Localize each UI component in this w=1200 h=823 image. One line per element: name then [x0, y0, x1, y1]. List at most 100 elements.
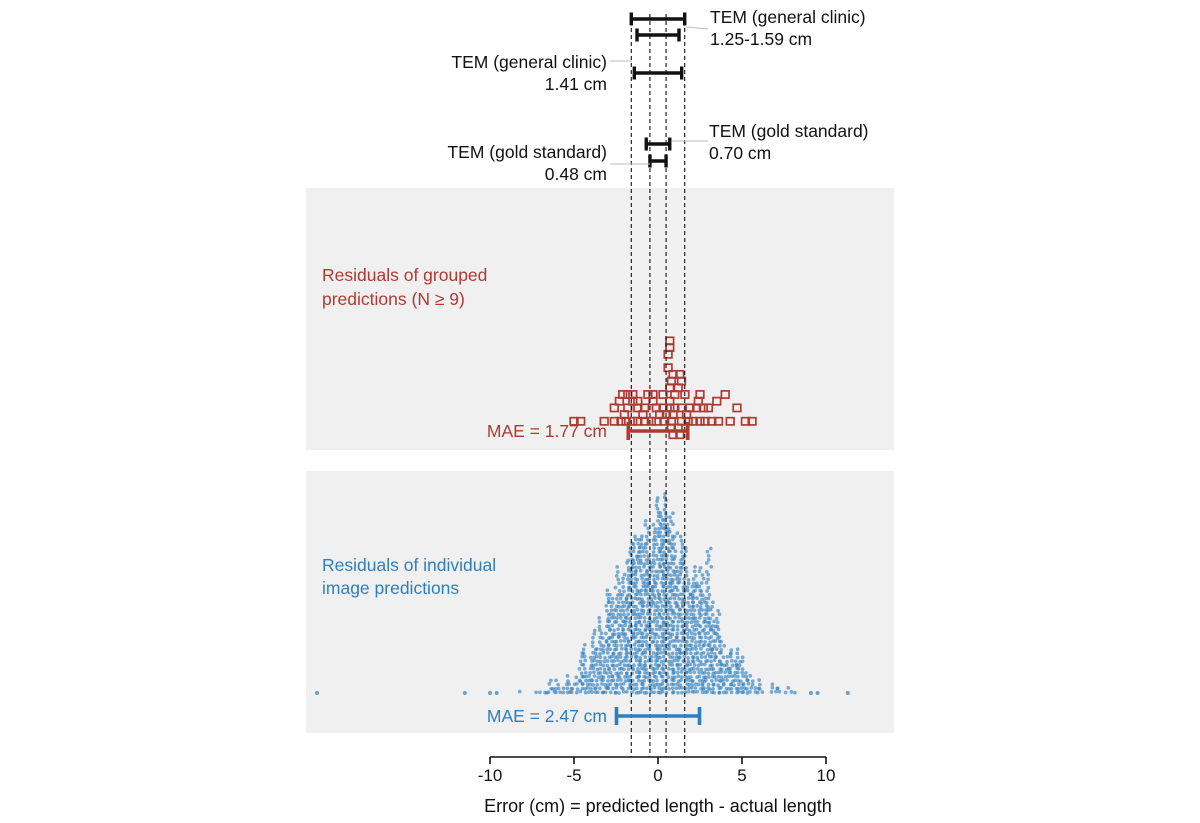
individual-residual-point [654, 652, 659, 656]
individual-residual-point [610, 639, 614, 644]
individual-residual-point [622, 572, 627, 577]
individual-residual-point [678, 565, 683, 570]
individual-residual-point [737, 682, 741, 687]
individual-residual-point [719, 667, 724, 672]
individual-residual-point [673, 549, 678, 554]
individual-residual-point [662, 627, 666, 632]
individual-residual-point [659, 553, 664, 558]
individual-residual-point [726, 687, 731, 691]
individual-residual-point [604, 685, 609, 690]
individual-residual-point [660, 603, 665, 608]
individual-residual-point [698, 565, 703, 570]
individual-residual-point [704, 608, 708, 612]
individual-residual-point [698, 593, 703, 597]
individual-residual-point [757, 687, 762, 691]
individual-residual-point [611, 651, 616, 656]
individual-residual-point [635, 607, 640, 612]
individual-residual-point [652, 546, 657, 550]
individual-residual-point [660, 639, 664, 644]
individual-residual-point [634, 623, 638, 628]
individual-residual-point [644, 550, 649, 554]
individual-residual-point [699, 581, 704, 585]
individual-residual-point [635, 557, 640, 562]
individual-residual-point [655, 576, 660, 581]
individual-residual-point [659, 687, 664, 691]
individual-residual-point [588, 671, 592, 675]
individual-residual-point [614, 685, 619, 690]
individual-residual-point [462, 691, 467, 695]
individual-residual-point [618, 639, 623, 643]
individual-residual-point [631, 572, 635, 577]
individual-residual-point [706, 596, 711, 601]
individual-residual-point [664, 557, 669, 561]
individual-residual-point [661, 561, 666, 566]
individual-residual-point [666, 652, 671, 656]
individual-residual-point [638, 612, 642, 616]
individual-residual-point [613, 682, 618, 687]
individual-residual-point [587, 674, 591, 678]
individual-residual-point [642, 691, 647, 695]
individual-residual-point [612, 632, 617, 637]
individual-residual-point [690, 679, 695, 683]
individual-residual-point [709, 650, 714, 655]
individual-residual-point [642, 678, 647, 683]
individual-residual-point [687, 686, 691, 690]
individual-residual-point [605, 650, 610, 655]
individual-residual-point [626, 568, 631, 573]
individual-residual-point [667, 530, 672, 534]
individual-residual-point [655, 557, 660, 562]
individual-residual-point [667, 666, 671, 671]
individual-residual-point [770, 682, 775, 687]
individual-residual-point [693, 682, 698, 686]
individual-residual-point [618, 682, 623, 687]
individual-residual-point [556, 682, 560, 687]
individual-residual-point [626, 585, 631, 590]
individual-residual-point [697, 635, 702, 639]
individual-residual-point [621, 585, 626, 589]
individual-residual-point [657, 635, 661, 639]
individual-residual-point [678, 592, 683, 597]
individual-residual-point [692, 663, 697, 667]
individual-residual-point [711, 686, 715, 691]
individual-residual-point [618, 651, 623, 656]
individual-residual-point [609, 654, 614, 659]
individual-residual-point [605, 619, 610, 624]
individual-residual-point [677, 686, 682, 690]
individual-residual-point [726, 674, 731, 679]
individual-residual-point [786, 686, 791, 690]
individual-residual-point [695, 581, 699, 586]
individual-residual-point [566, 679, 570, 683]
individual-residual-point [597, 619, 602, 624]
individual-residual-point [679, 538, 684, 543]
individual-residual-point [628, 643, 633, 648]
individual-residual-point [613, 585, 618, 590]
individual-residual-point [676, 604, 680, 608]
individual-residual-point [641, 584, 646, 589]
individual-residual-point [738, 679, 743, 684]
individual-residual-point [680, 600, 685, 605]
individual-residual-point [600, 690, 605, 695]
individual-residual-point [583, 690, 588, 695]
individual-residual-point [637, 659, 642, 664]
individual-residual-point [648, 647, 652, 652]
individual-residual-point [608, 690, 613, 695]
individual-residual-point [712, 644, 717, 648]
individual-residual-point [610, 600, 615, 605]
individual-residual-point [577, 667, 582, 671]
individual-residual-point [598, 655, 603, 660]
individual-residual-point [629, 577, 634, 582]
individual-residual-point [760, 690, 765, 694]
individual-residual-point [626, 605, 631, 609]
individual-residual-point [721, 681, 726, 686]
individual-residual-point [659, 615, 663, 620]
individual-residual-point [664, 515, 669, 519]
individual-residual-point [711, 639, 716, 643]
individual-residual-point [774, 689, 778, 694]
individual-residual-point [654, 627, 659, 632]
individual-residual-point [748, 674, 753, 678]
individual-residual-point [643, 650, 648, 655]
individual-residual-point [612, 620, 617, 624]
individual-residual-point [670, 537, 675, 542]
individual-residual-point [680, 616, 685, 621]
individual-residual-point [582, 654, 587, 659]
